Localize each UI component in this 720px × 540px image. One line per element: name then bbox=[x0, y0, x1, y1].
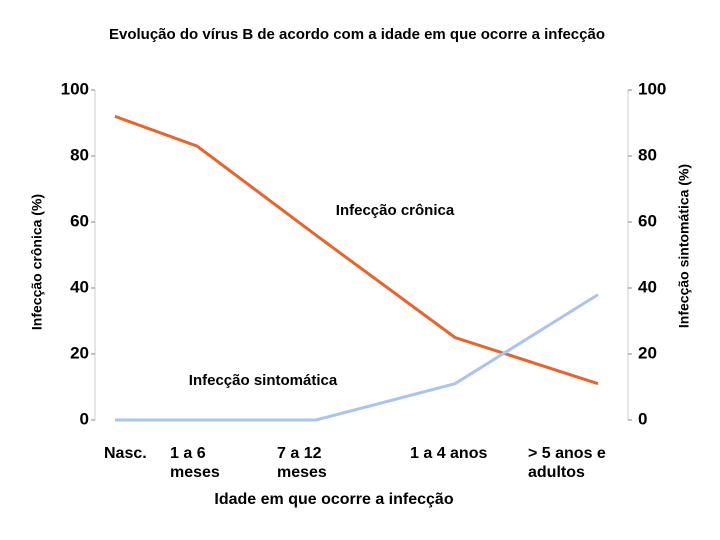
x-tick-label: 1 a 6 meses bbox=[170, 445, 220, 481]
y-tick-label: 100 bbox=[61, 79, 89, 98]
series-label: Infecção crônica bbox=[336, 202, 455, 219]
y2-tick-label: 0 bbox=[638, 409, 647, 428]
series-label: Infecção sintomática bbox=[189, 372, 338, 389]
y-tick-label: 20 bbox=[70, 343, 89, 362]
line-series bbox=[114, 114, 599, 386]
y2-tick-label: 40 bbox=[638, 277, 657, 296]
y-tick-label: 60 bbox=[70, 211, 89, 230]
x-axis-label: Idade em que ocorre a infecção bbox=[214, 491, 453, 508]
y-axis-label: Infecção crônica (%) bbox=[29, 194, 45, 330]
y-tick-label: 80 bbox=[70, 145, 89, 164]
x-tick-label: > 5 anos e adultos bbox=[528, 445, 606, 481]
chart-title: Evolução do vírus B de acordo com a idad… bbox=[109, 26, 605, 43]
x-tick-label: 7 a 12 meses bbox=[277, 445, 327, 481]
x-tick-label: Nasc. bbox=[104, 445, 147, 462]
y2-tick-label: 20 bbox=[638, 343, 657, 362]
x-tick-label: 1 a 4 anos bbox=[410, 445, 488, 462]
y2-axis-label: Infecção sintomática (%) bbox=[676, 164, 692, 328]
y-tick-label: 40 bbox=[70, 277, 89, 296]
y2-tick-label: 80 bbox=[638, 145, 657, 164]
y-tick-label: 0 bbox=[80, 409, 89, 428]
y2-tick-label: 60 bbox=[638, 211, 657, 230]
y2-tick-label: 100 bbox=[638, 79, 666, 98]
line-series bbox=[115, 293, 599, 422]
